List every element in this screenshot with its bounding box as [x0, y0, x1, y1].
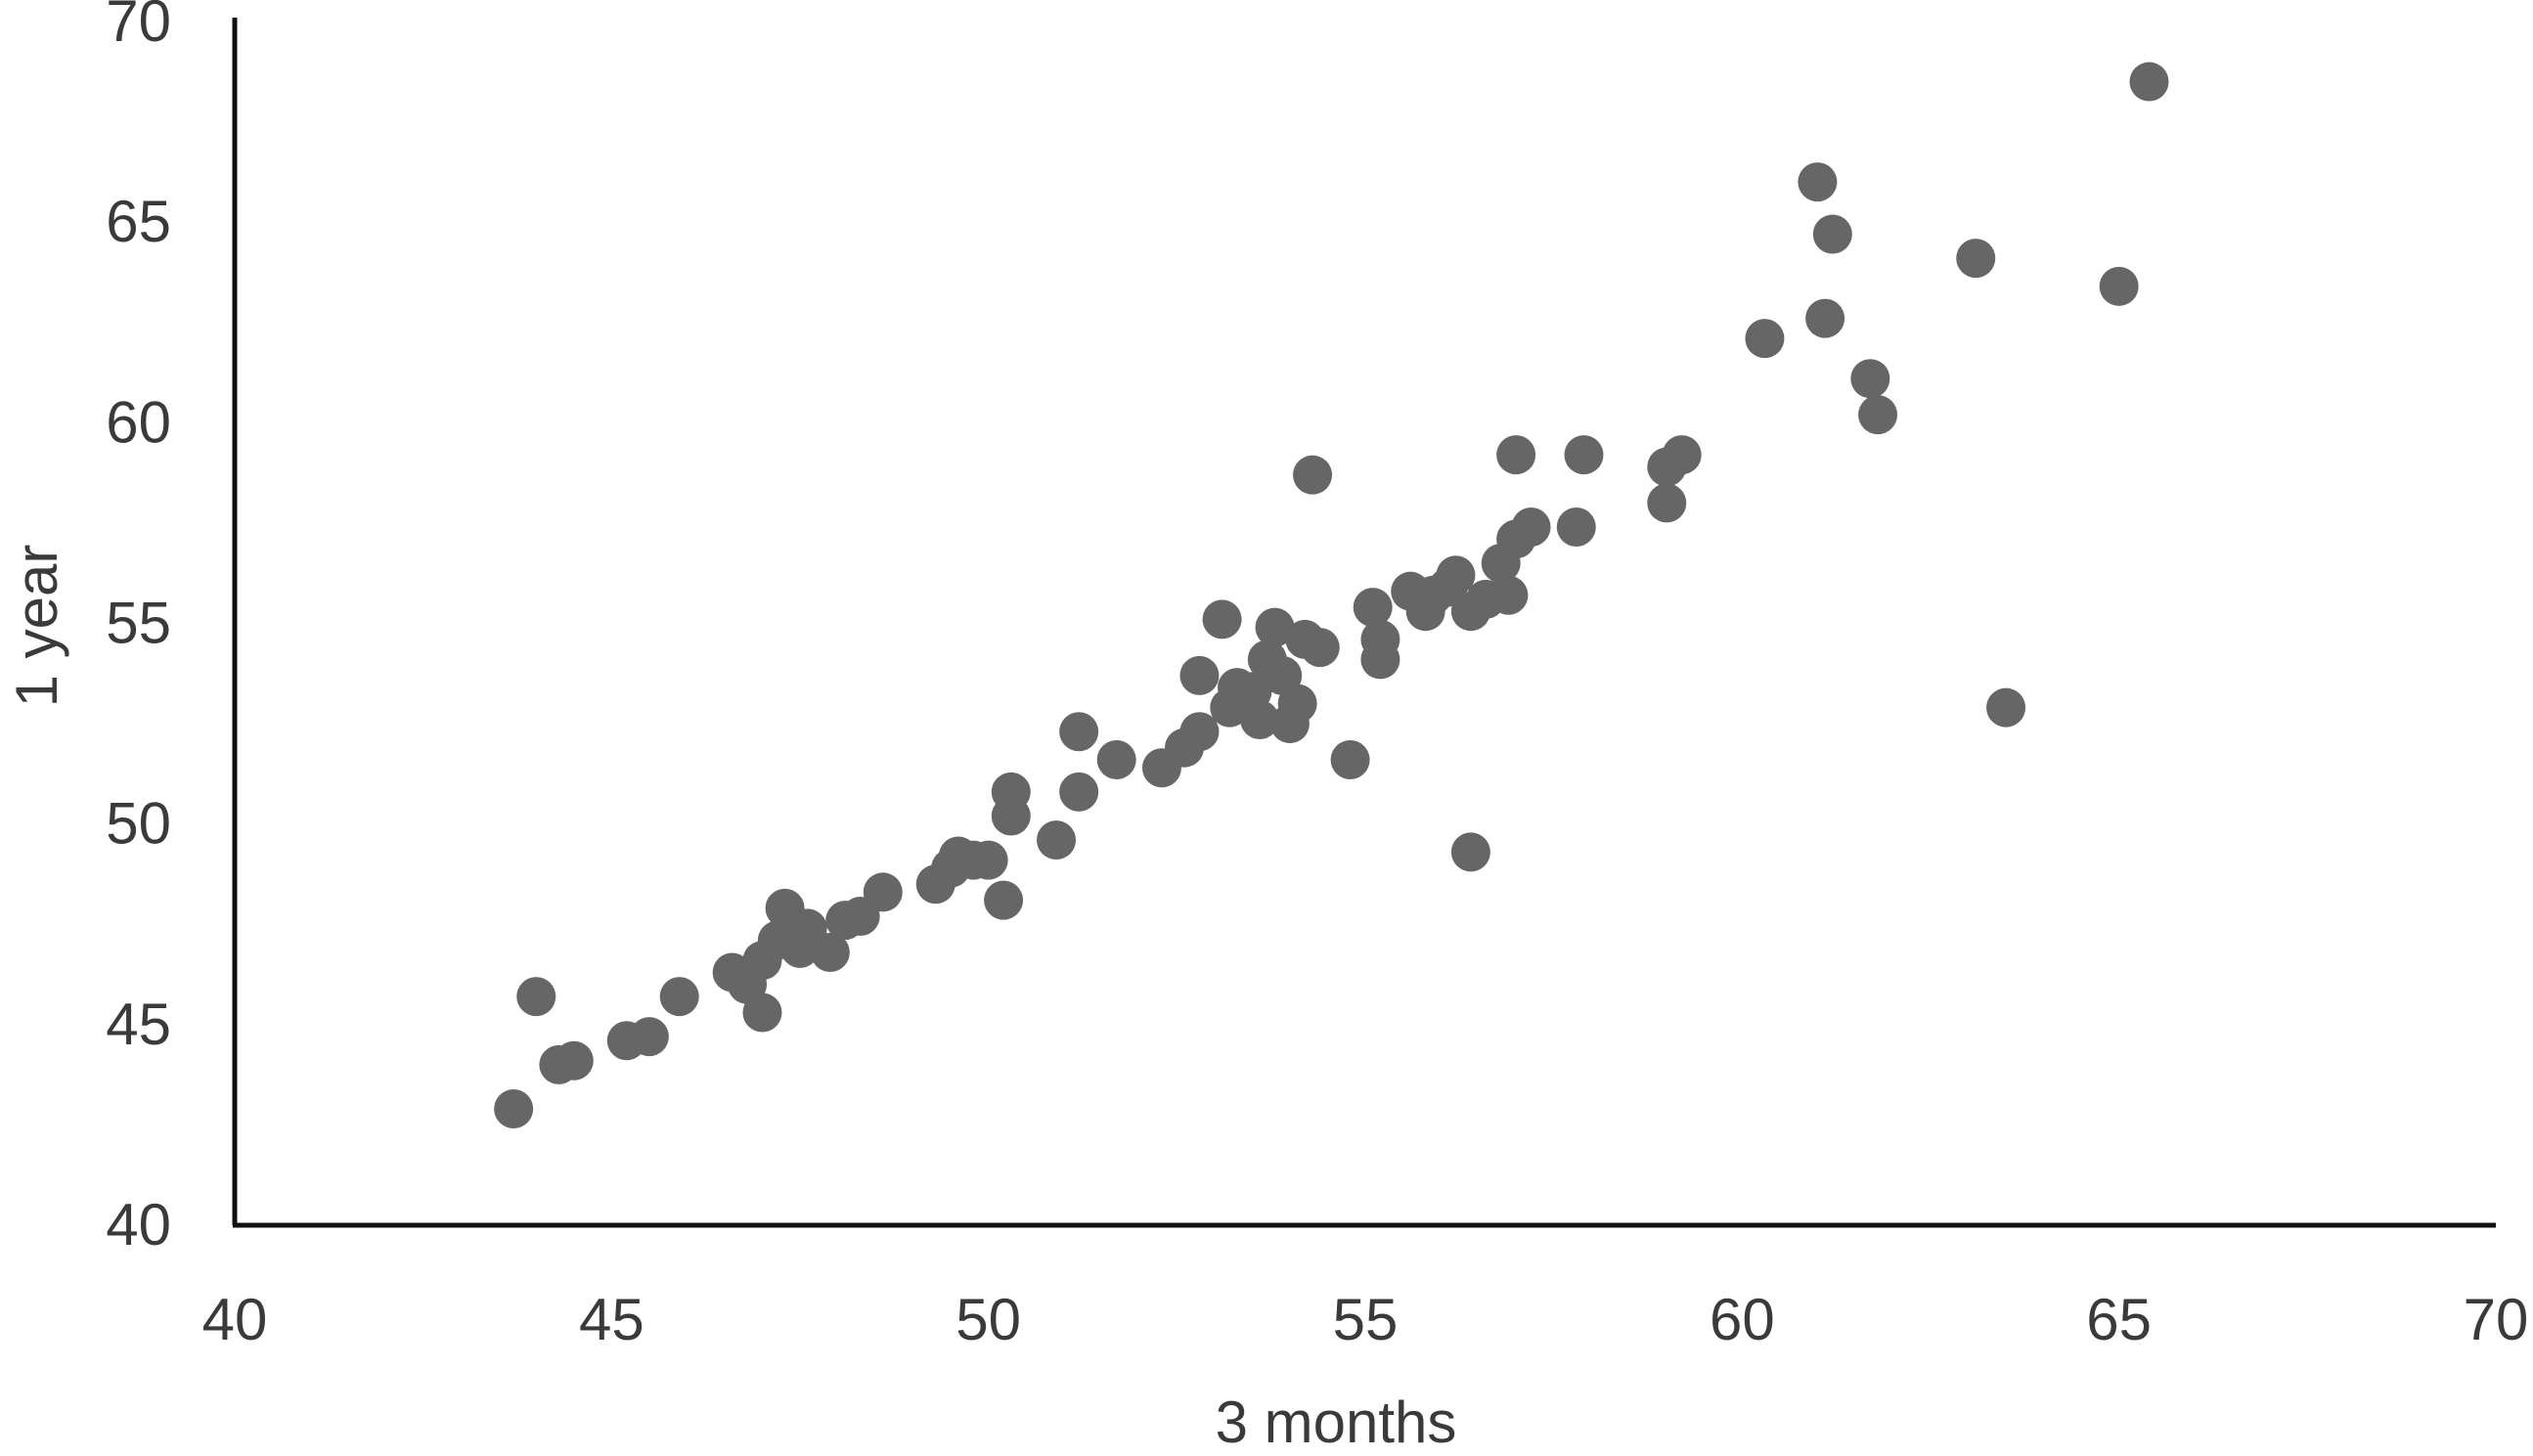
- data-point: [1096, 740, 1136, 780]
- data-point: [2129, 62, 2169, 102]
- data-point: [1812, 214, 1852, 254]
- x-tick-label: 50: [955, 1287, 1021, 1352]
- x-tick-labels: 40 45 50 55 60 65 70: [202, 1287, 2529, 1352]
- data-point: [1956, 239, 1996, 279]
- x-tick-label: 60: [1710, 1287, 1775, 1352]
- y-tick-label: 55: [106, 591, 171, 656]
- data-point: [1496, 435, 1536, 475]
- data-point: [1255, 607, 1295, 647]
- data-point: [1556, 507, 1596, 548]
- y-tick-label: 60: [106, 389, 171, 455]
- x-axis-title: 3 months: [1216, 1390, 1457, 1455]
- x-tick-label: 45: [579, 1287, 644, 1352]
- data-point: [1858, 395, 1898, 435]
- y-tick-label: 65: [106, 189, 171, 254]
- data-point: [516, 977, 556, 1017]
- data-point: [1564, 435, 1604, 475]
- data-point: [1850, 359, 1890, 399]
- y-axis-title: 1 year: [4, 545, 69, 708]
- data-point: [1745, 319, 1785, 359]
- data-point: [1037, 820, 1077, 860]
- data-point: [1330, 740, 1370, 780]
- data-point: [1798, 162, 1838, 202]
- data-point: [1277, 684, 1317, 724]
- y-tick-label: 40: [106, 1192, 171, 1257]
- data-point: [810, 932, 850, 972]
- data-point: [1986, 687, 2026, 728]
- data-point: [1293, 455, 1333, 495]
- data-point: [1300, 628, 1340, 668]
- y-tick-label: 50: [106, 791, 171, 857]
- data-point: [1360, 640, 1400, 680]
- data-point: [1202, 599, 1242, 640]
- data-point: [991, 772, 1031, 812]
- data-point: [1647, 483, 1687, 523]
- data-point: [1179, 655, 1220, 695]
- x-tick-label: 70: [2464, 1287, 2529, 1352]
- data-point: [984, 880, 1024, 920]
- data-point: [968, 840, 1008, 880]
- data-points: [494, 62, 2169, 1129]
- x-tick-label: 55: [1333, 1287, 1399, 1352]
- data-point: [629, 1017, 669, 1057]
- axes: [232, 18, 2496, 1228]
- data-point: [742, 993, 782, 1033]
- y-tick-label: 45: [106, 992, 171, 1057]
- data-point: [659, 977, 699, 1017]
- data-point: [1059, 712, 1099, 752]
- x-tick-label: 40: [202, 1287, 268, 1352]
- x-tick-label: 65: [2086, 1287, 2152, 1352]
- data-point: [2099, 266, 2139, 306]
- data-point: [1436, 555, 1476, 596]
- data-point: [494, 1089, 534, 1129]
- data-point: [1353, 588, 1393, 628]
- data-point: [1179, 712, 1220, 752]
- data-point: [1240, 699, 1280, 739]
- data-point: [554, 1040, 594, 1081]
- data-point: [1805, 298, 1845, 338]
- data-point: [1489, 575, 1529, 615]
- data-point: [1450, 832, 1490, 872]
- data-point: [1059, 772, 1099, 812]
- data-point: [1511, 507, 1551, 548]
- data-point: [1662, 435, 1702, 475]
- y-tick-labels: 40 45 50 55 60 65 70: [106, 0, 171, 1257]
- data-point: [863, 872, 903, 912]
- y-tick-label: 70: [106, 0, 171, 54]
